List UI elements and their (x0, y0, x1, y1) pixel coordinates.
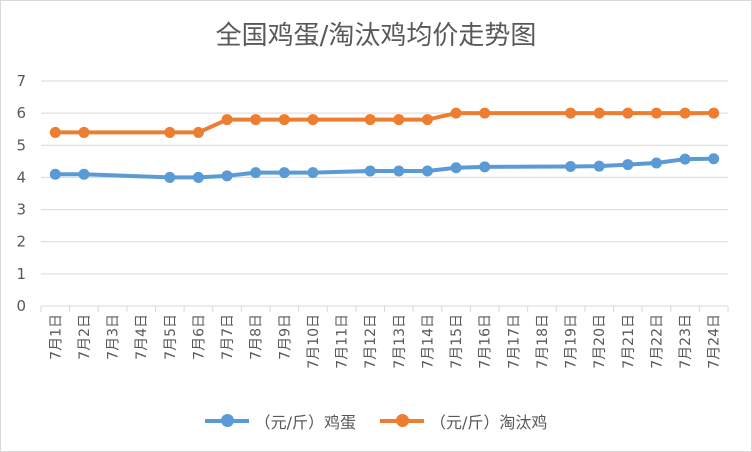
x-tick-label: 7月15日 (449, 314, 465, 369)
data-point-egg (221, 170, 233, 182)
data-point-egg (450, 162, 462, 174)
series-line-hen (55, 111, 714, 135)
data-point-hen (307, 114, 319, 126)
series-line-egg (55, 156, 714, 180)
legend-item-egg: （元/斤）鸡蛋 (204, 409, 356, 433)
x-tick-label: 7月22日 (649, 314, 665, 369)
data-point-hen (250, 114, 262, 126)
x-tick-label: 7月4日 (134, 314, 150, 360)
x-tick-label: 7月10日 (306, 314, 322, 369)
x-tick-label: 7月20日 (592, 314, 608, 369)
data-point-egg (278, 167, 290, 179)
x-tick-label: 7月11日 (335, 314, 351, 369)
x-tick-label: 7月1日 (48, 314, 64, 360)
x-tick-label: 7月23日 (678, 314, 694, 369)
x-tick-label: 7月21日 (621, 314, 637, 369)
x-tick-label: 7月12日 (363, 314, 379, 369)
data-point-hen (593, 107, 605, 119)
x-tick-label: 7月13日 (392, 314, 408, 369)
data-point-hen (421, 114, 433, 126)
legend-swatch-hen (380, 414, 424, 427)
x-tick-label: 7月7日 (220, 314, 236, 360)
data-point-egg (192, 171, 204, 183)
data-point-hen (49, 126, 61, 138)
y-tick-label: 2 (16, 233, 26, 251)
data-point-egg (164, 171, 176, 183)
data-point-egg (421, 165, 433, 177)
y-tick-label: 5 (16, 136, 26, 154)
data-point-egg (250, 167, 262, 179)
x-tick-label: 7月8日 (249, 314, 265, 360)
data-point-egg (650, 157, 662, 169)
data-point-egg (479, 161, 491, 173)
y-tick-label: 3 (16, 201, 26, 219)
x-tick-label: 7月9日 (277, 314, 293, 360)
x-tick-label: 7月19日 (564, 314, 580, 369)
data-point-hen (650, 107, 662, 119)
data-point-hen (708, 107, 720, 119)
x-tick-label: 7月17日 (506, 314, 522, 369)
chart-title: 全国鸡蛋/淘汰鸡均价走势图 (215, 21, 537, 51)
y-tick-label: 4 (16, 168, 26, 186)
data-point-hen (450, 107, 462, 119)
y-tick-label: 6 (16, 104, 26, 122)
y-tick-label: 1 (16, 265, 26, 283)
data-point-egg (565, 161, 577, 172)
data-point-egg (622, 159, 634, 171)
x-tick-label: 7月5日 (163, 314, 179, 360)
data-point-hen (278, 114, 290, 126)
data-point-egg (307, 167, 319, 179)
data-point-hen (221, 114, 233, 126)
data-point-hen (565, 107, 577, 119)
data-point-hen (679, 107, 691, 119)
data-point-hen (364, 114, 376, 126)
data-point-egg (593, 160, 605, 172)
data-point-egg (49, 168, 61, 180)
data-point-hen (479, 107, 491, 119)
x-tick-label: 7月14日 (420, 314, 436, 369)
y-tick-label: 0 (16, 297, 26, 315)
data-point-hen (192, 126, 204, 138)
legend-item-hen: （元/斤）淘汰鸡 (380, 409, 547, 433)
data-point-egg (78, 168, 90, 180)
y-tick-label: 7 (16, 72, 26, 90)
legend-label-hen: （元/斤）淘汰鸡 (430, 413, 548, 432)
x-tick-label: 7月3日 (106, 314, 122, 360)
x-tick-label: 7月16日 (478, 314, 494, 369)
data-point-hen (164, 126, 176, 138)
x-tick-label: 7月6日 (191, 314, 207, 360)
x-tick-label: 7月18日 (535, 314, 551, 369)
x-tick-label: 7月24日 (707, 314, 723, 369)
data-point-egg (393, 165, 405, 177)
data-point-egg (708, 153, 720, 165)
chart-legend: （元/斤）鸡蛋 （元/斤）淘汰鸡 (1, 409, 751, 433)
data-point-egg (364, 165, 376, 177)
data-point-hen (622, 107, 634, 119)
data-point-egg (679, 153, 691, 165)
data-point-hen (78, 126, 90, 138)
data-point-hen (393, 114, 405, 126)
legend-swatch-egg (204, 414, 249, 427)
x-tick-label: 7月2日 (77, 314, 93, 360)
legend-label-egg: （元/斤）鸡蛋 (254, 413, 356, 432)
